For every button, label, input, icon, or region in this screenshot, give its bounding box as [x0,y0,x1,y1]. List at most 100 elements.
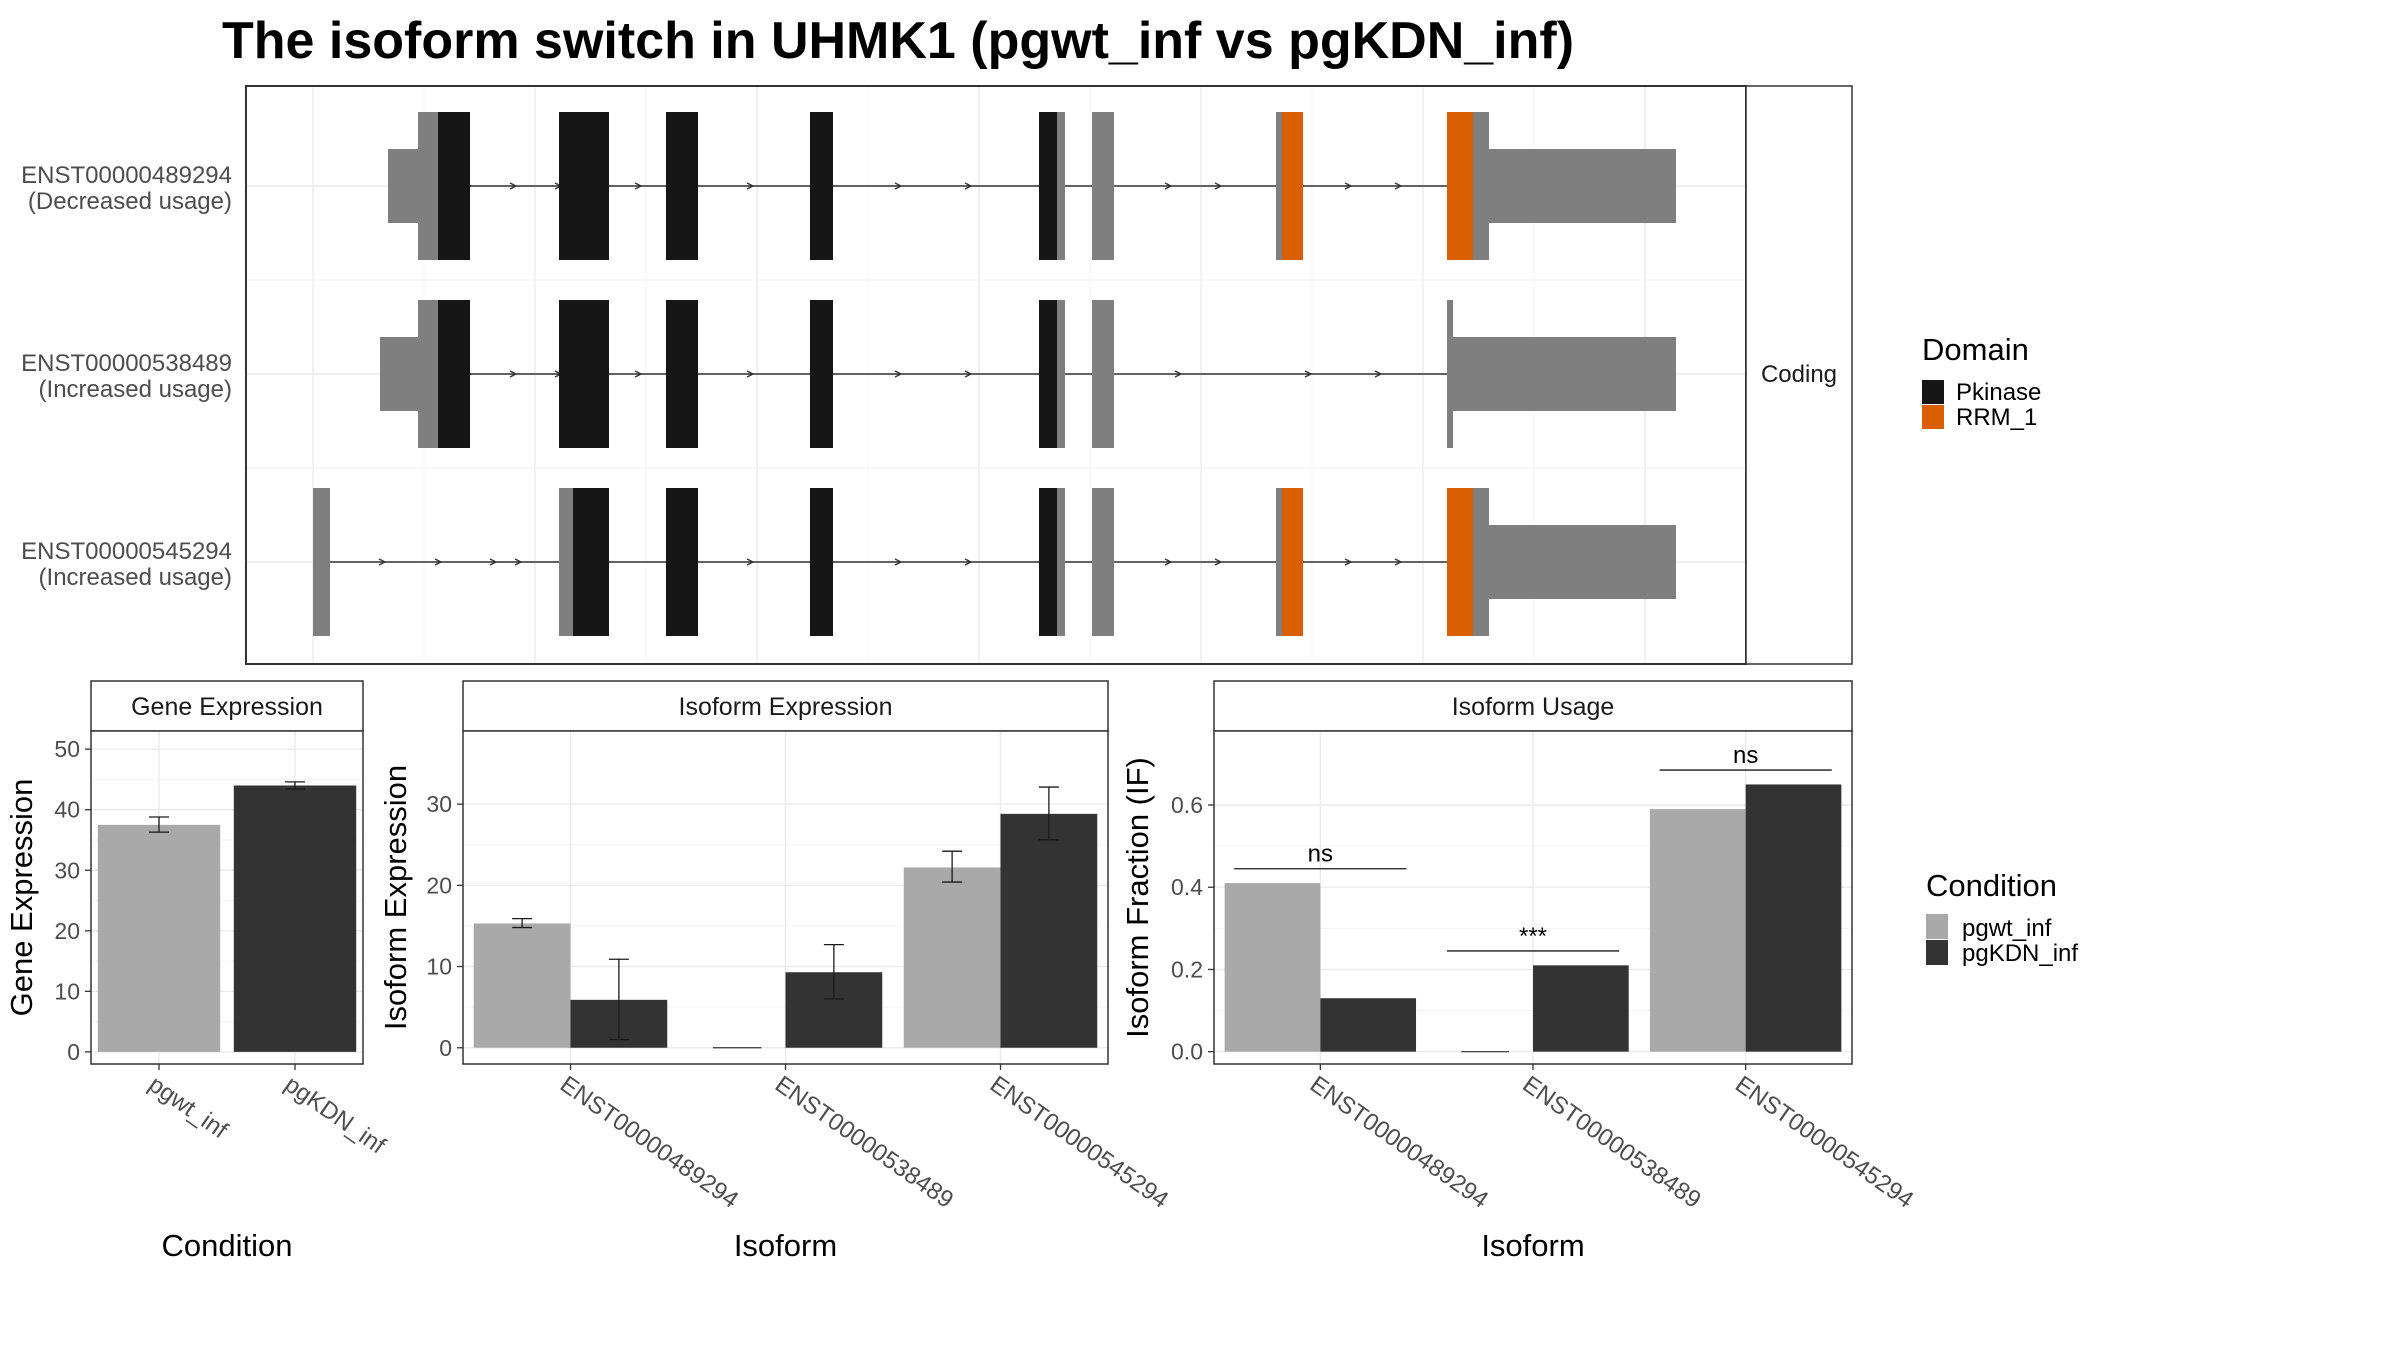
x-axis-title: Isoform [1481,1228,1584,1263]
intron-direction-arrow [1344,558,1353,566]
intron-direction-arrow [434,558,443,566]
intron-direction-arrow [964,370,973,378]
isoform-expression-chart: Isoform Expression 0 10 20 30 ENST00000489294… [378,680,1173,1263]
coding-facet-label: Coding [1761,361,1837,388]
condition-legend-title: Condition [1926,868,2057,903]
bar [1745,784,1842,1052]
domain-legend-title: Domain [1922,332,2029,367]
significance-label: ns [1733,742,1758,769]
exon-segment [1039,300,1057,448]
facet-strip-label: Isoform Expression [679,693,893,721]
y-tick-label: 30 [426,791,452,817]
isoform-label-id-2: ENST00000538489 [21,350,232,377]
exon-segment [1282,488,1303,636]
y-axis-title: Isoform Expression [378,765,413,1030]
exon-segment [810,112,833,260]
exon-segment [418,112,438,260]
bar [473,923,571,1048]
intron-direction-arrow [1164,558,1173,566]
exon-segment [810,488,833,636]
legend-label-rrm: RRM_1 [1956,404,2037,431]
exon-segment [810,300,833,448]
intron-direction-arrow [1394,558,1403,566]
exon-segment [438,112,470,260]
exon-segment [1282,112,1303,260]
exon-segment [1057,488,1065,636]
intron-direction-arrow [746,182,755,190]
y-tick-label: 0 [67,1039,80,1065]
exon-segment [388,149,418,223]
intron-direction-arrow [964,182,973,190]
gene-expression-chart: Gene Expression 0 10 20 30 40 50 pgwt_inf pgKDN_… [4,680,390,1263]
x-axis-title: Isoform [734,1228,837,1263]
exon-segment [1057,300,1065,448]
x-tick-label: ENST00000489294 [1305,1071,1493,1214]
isoform-track-1 [388,112,1676,260]
plot-border [90,730,364,1065]
x-tick-label: ENST00000538489 [770,1071,958,1214]
x-tick-label: ENST00000545294 [1730,1071,1918,1214]
isoform-structure-panel: Coding ENST00000489294 (Decreased usage)… [21,85,1853,665]
intron-direction-arrow [1214,558,1223,566]
legend-swatch-rrm [1922,405,1944,429]
x-tick-label: pgwt_inf [144,1071,233,1145]
y-axis-title: Gene Expression [4,779,39,1017]
x-axis-title: Condition [162,1228,293,1263]
x-tick-label: ENST00000538489 [1518,1071,1706,1214]
facet-strip-label: Gene Expression [131,693,323,721]
intron-direction-arrow [1164,182,1173,190]
bar [1000,813,1098,1048]
isoform-label-usage-3: (Increased usage) [39,564,232,591]
exon-segment [438,300,470,448]
y-tick-label: 30 [54,857,80,883]
exon-segment [666,112,698,260]
intron-direction-arrow [1374,370,1383,378]
exon-segment [1453,337,1676,411]
y-tick-label: 10 [426,954,452,980]
facet-strip-label: Isoform Usage [1452,693,1615,721]
coding-facet-strip [1745,85,1853,665]
exon-segment [1092,112,1114,260]
exon-segment [418,300,438,448]
y-tick-label: 20 [426,872,452,898]
intron-direction-arrow [634,370,643,378]
exon-segment [1489,149,1676,223]
exon-segment [1447,300,1453,448]
exon-segment [1473,488,1489,636]
facet-strip [90,680,364,732]
intron-direction-arrow [378,558,387,566]
y-tick-label: 0.4 [1171,874,1203,900]
y-tick-label: 0 [439,1035,452,1061]
isoform-track-2 [380,300,1676,448]
bar [1533,965,1629,1052]
intron-direction-arrow [634,182,643,190]
exon-segment [1447,112,1473,260]
y-tick-label: 0.2 [1171,956,1203,982]
bar [233,785,357,1052]
y-tick-label: 50 [54,736,80,762]
intron-direction-arrow [1214,182,1223,190]
domain-legend: Domain Pkinase RRM_1 [1922,332,2041,431]
y-tick-label: 0.0 [1171,1039,1203,1065]
intron-direction-arrow [894,558,903,566]
exon-segment [1276,112,1282,260]
exon-segment [1489,525,1676,599]
exon-segment [559,488,573,636]
intron-direction-arrow [964,558,973,566]
y-tick-label: 20 [54,918,80,944]
isoform-usage-chart: Isoform Usage ns *** ns 0.0 0.2 0.4 0.6 ENST0000… [1120,680,1918,1263]
isoform-label-usage-1: (Decreased usage) [28,188,232,215]
x-tick-label: ENST00000545294 [985,1071,1173,1214]
exon-segment [1276,488,1282,636]
exon-segment [313,488,330,636]
significance-label: *** [1519,923,1547,950]
exon-segment [1473,112,1489,260]
intron-direction-arrow [1394,182,1403,190]
figure-title: The isoform switch in UHMK1 (pgwt_inf vs… [222,12,1574,70]
intron-direction-arrow [1304,370,1313,378]
exon-segment [1447,488,1473,636]
exon-segment [1039,488,1057,636]
bar [1224,883,1321,1052]
exon-segment [666,488,698,636]
exon-segment [1039,112,1057,260]
